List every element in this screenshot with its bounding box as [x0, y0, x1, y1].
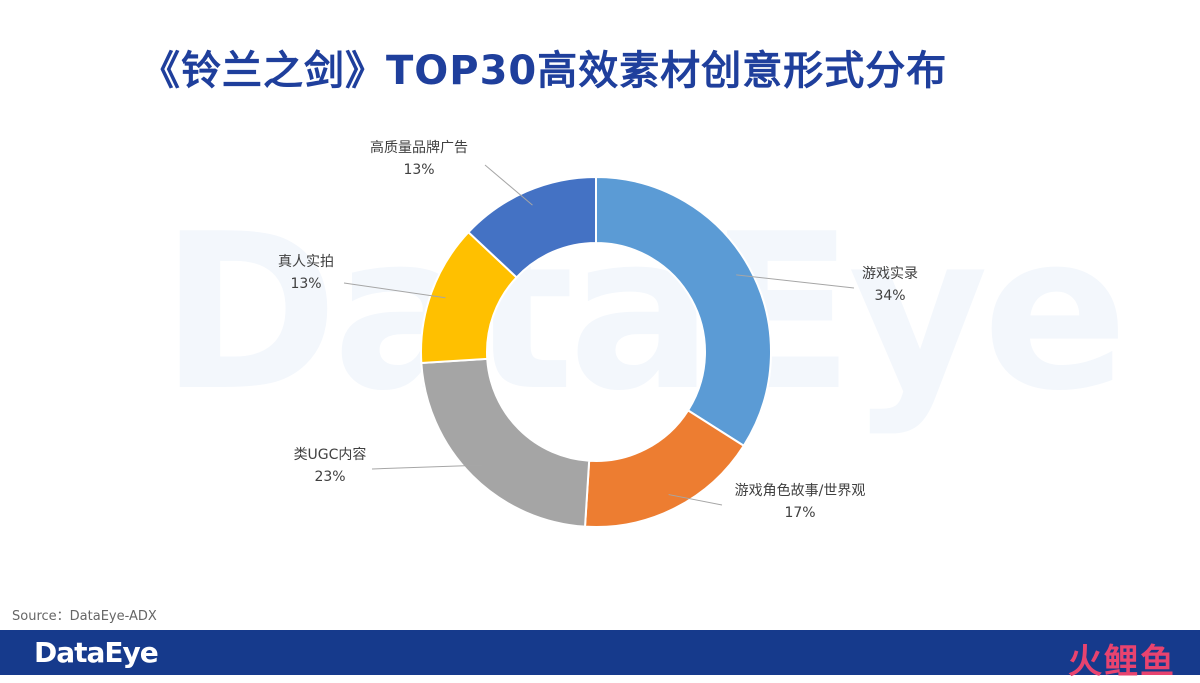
donut-chart: 游戏实录 34% 游戏角色故事/世界观 17% 类UGC内容 23% 真人实拍 13% 高质量品… — [278, 139, 918, 528]
donut-slice — [595, 175, 772, 448]
page-title: 《铃兰之剑》TOP30高效素材创意形式分布 — [140, 48, 948, 94]
dataeye-logo: DataEye — [34, 636, 159, 669]
slice-label: 真人实拍 — [278, 254, 334, 270]
slice-value-label: 13% — [403, 162, 434, 178]
chart-slices — [420, 175, 772, 528]
donut-slice — [420, 357, 591, 528]
leader-line — [668, 494, 723, 506]
slice-label: 游戏角色故事/世界观 — [735, 482, 866, 499]
slice-value-label: 34% — [874, 288, 905, 304]
leader-line — [736, 274, 855, 289]
slice-value-label: 13% — [290, 276, 321, 292]
chart-leader-lines — [343, 164, 855, 506]
slice-value-label: 17% — [784, 505, 815, 521]
leader-line — [371, 464, 483, 470]
leader-line — [484, 164, 533, 206]
footer-bar: DataEye 火鲤鱼 — [0, 630, 1200, 682]
chart-labels: 游戏实录 34% 游戏角色故事/世界观 17% 类UGC内容 23% 真人实拍 13% 高质量品… — [278, 139, 918, 521]
slice-label: 类UGC内容 — [294, 446, 367, 463]
slice-label: 游戏实录 — [862, 266, 918, 282]
source-note: Source：DataEye-ADX — [12, 609, 157, 624]
slice-label: 高质量品牌广告 — [370, 139, 468, 156]
donut-slice — [467, 175, 597, 279]
brand-logo: 火鲤鱼 — [1068, 642, 1176, 682]
slice-value-label: 23% — [314, 469, 345, 485]
leader-line — [343, 282, 446, 299]
